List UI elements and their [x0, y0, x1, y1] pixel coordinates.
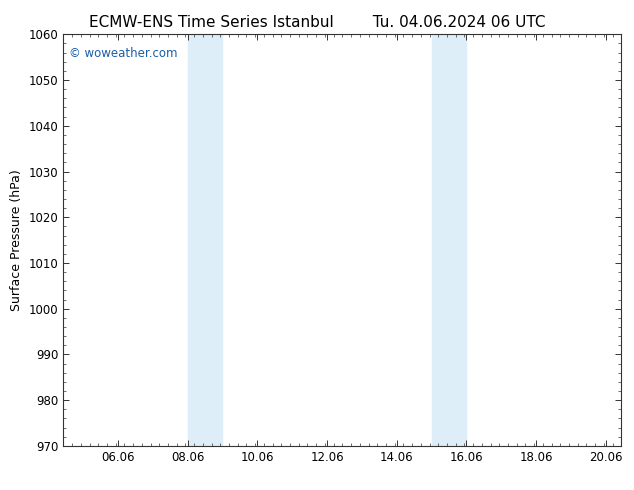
Y-axis label: Surface Pressure (hPa): Surface Pressure (hPa) [10, 169, 23, 311]
Bar [188, 34, 223, 446]
Bar [432, 34, 467, 446]
Text: © woweather.com: © woweather.com [69, 47, 178, 60]
Text: ECMW-ENS Time Series Istanbul        Tu. 04.06.2024 06 UTC: ECMW-ENS Time Series Istanbul Tu. 04.06.… [89, 15, 545, 30]
